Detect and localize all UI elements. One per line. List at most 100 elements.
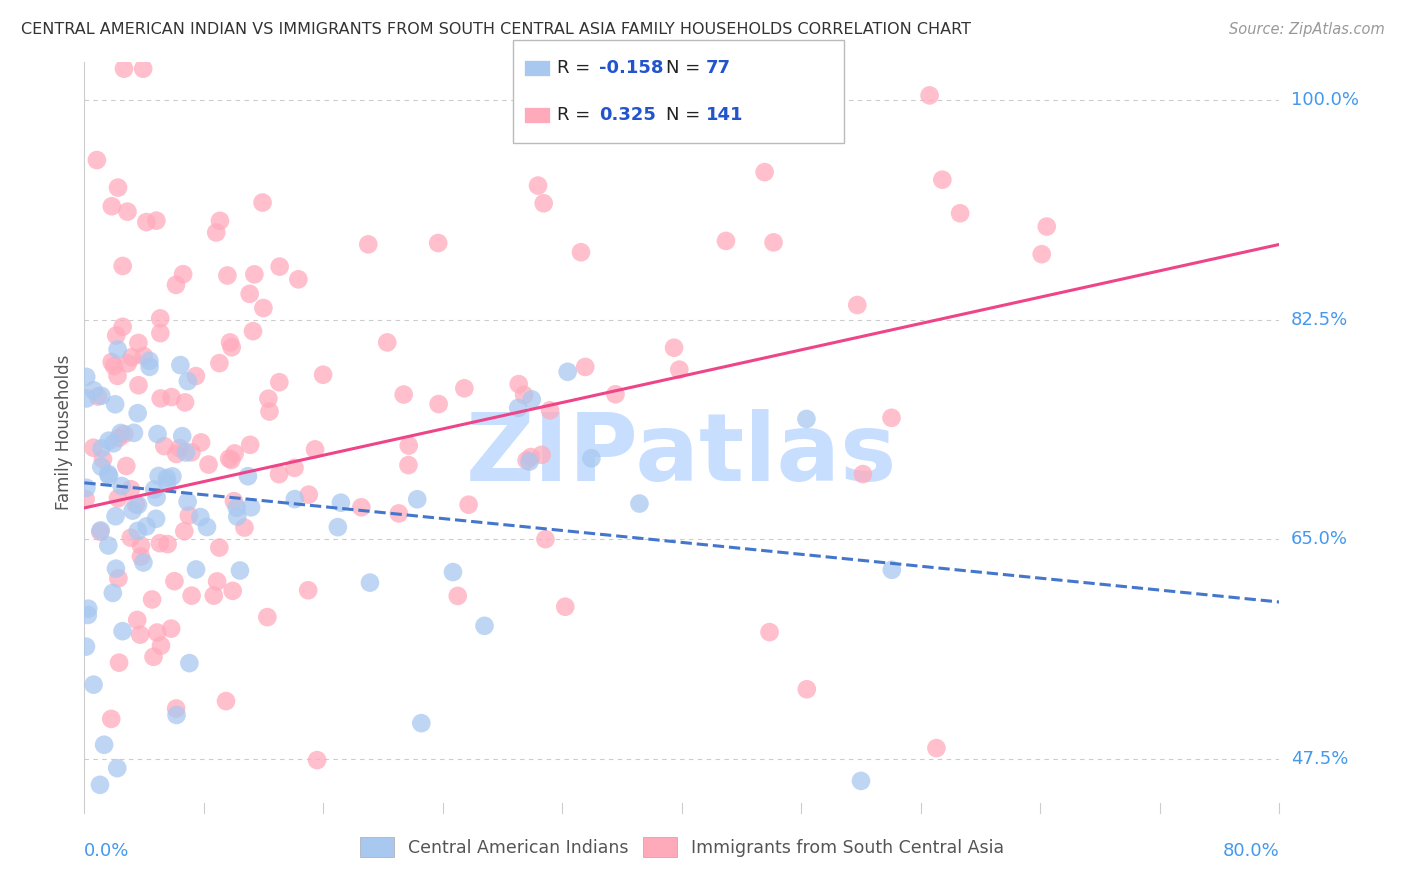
Point: [121, 351, 143, 365]
Text: ZIPatlas: ZIPatlas: [467, 409, 897, 500]
Point: [259, 404, 281, 418]
Text: R =: R =: [557, 59, 596, 77]
Point: [283, 461, 305, 475]
Point: [75, 640, 97, 654]
Point: [112, 62, 135, 76]
Point: [350, 500, 373, 515]
Point: [714, 234, 737, 248]
Point: [89, 778, 111, 792]
Point: [176, 494, 198, 508]
Point: [75, 392, 97, 406]
Point: [156, 537, 179, 551]
Point: [427, 397, 450, 411]
Point: [508, 401, 530, 415]
Point: [169, 358, 191, 372]
Point: [145, 491, 167, 505]
Point: [222, 583, 245, 598]
Point: [554, 599, 576, 614]
Point: [105, 328, 128, 343]
Point: [221, 453, 243, 467]
Point: [112, 427, 135, 442]
Point: [1035, 219, 1057, 234]
Point: [173, 524, 195, 539]
Point: [520, 392, 543, 407]
Point: [107, 491, 129, 506]
Point: [97, 467, 120, 481]
Point: [762, 235, 785, 250]
Point: [880, 410, 903, 425]
Point: [128, 378, 150, 392]
Point: [226, 509, 249, 524]
Point: [90, 389, 112, 403]
Point: [257, 392, 280, 406]
Point: [411, 716, 433, 731]
Point: [125, 497, 148, 511]
Point: [225, 500, 247, 515]
Point: [132, 62, 155, 76]
Point: [97, 434, 120, 448]
Point: [135, 215, 157, 229]
Point: [252, 195, 274, 210]
Point: [120, 531, 142, 545]
Point: [229, 564, 252, 578]
Point: [86, 153, 108, 167]
Point: [569, 245, 592, 260]
Point: [530, 448, 553, 462]
Text: 82.5%: 82.5%: [1291, 310, 1348, 328]
Point: [149, 392, 172, 406]
Point: [107, 571, 129, 585]
Point: [90, 442, 112, 456]
Text: 80.0%: 80.0%: [1223, 842, 1279, 860]
Point: [533, 196, 555, 211]
Point: [949, 206, 972, 220]
Point: [75, 491, 97, 506]
Point: [129, 549, 152, 564]
Point: [375, 335, 398, 350]
Point: [149, 326, 172, 340]
Point: [284, 492, 307, 507]
Point: [359, 575, 381, 590]
Point: [180, 589, 202, 603]
Point: [453, 381, 475, 395]
Point: [581, 451, 603, 466]
Point: [156, 471, 179, 485]
Point: [160, 390, 183, 404]
Point: [141, 592, 163, 607]
Point: [406, 492, 429, 507]
Point: [90, 524, 112, 538]
Point: [269, 260, 291, 274]
Point: [77, 607, 100, 622]
Point: [163, 574, 186, 589]
Point: [107, 180, 129, 194]
Point: [297, 583, 319, 598]
Point: [287, 272, 309, 286]
Point: [135, 519, 157, 533]
Point: [107, 368, 129, 383]
Point: [662, 341, 685, 355]
Point: [519, 454, 541, 468]
Point: [145, 512, 167, 526]
Point: [145, 213, 167, 227]
Text: N =: N =: [666, 106, 706, 124]
Point: [215, 694, 238, 708]
Point: [852, 467, 875, 481]
Point: [172, 429, 194, 443]
Text: CENTRAL AMERICAN INDIAN VS IMMIGRANTS FROM SOUTH CENTRAL ASIA FAMILY HOUSEHOLDS : CENTRAL AMERICAN INDIAN VS IMMIGRANTS FR…: [21, 22, 972, 37]
Point: [269, 376, 291, 390]
Point: [149, 536, 172, 550]
Point: [115, 458, 138, 473]
Point: [104, 397, 127, 411]
Point: [127, 406, 149, 420]
Point: [668, 362, 690, 376]
Point: [148, 469, 170, 483]
Point: [177, 508, 200, 523]
Point: [218, 451, 240, 466]
Point: [107, 343, 129, 357]
Point: [222, 494, 245, 508]
Point: [267, 467, 290, 482]
Point: [197, 458, 219, 472]
Point: [120, 482, 142, 496]
Point: [87, 389, 110, 403]
Point: [132, 349, 155, 363]
Point: [100, 712, 122, 726]
